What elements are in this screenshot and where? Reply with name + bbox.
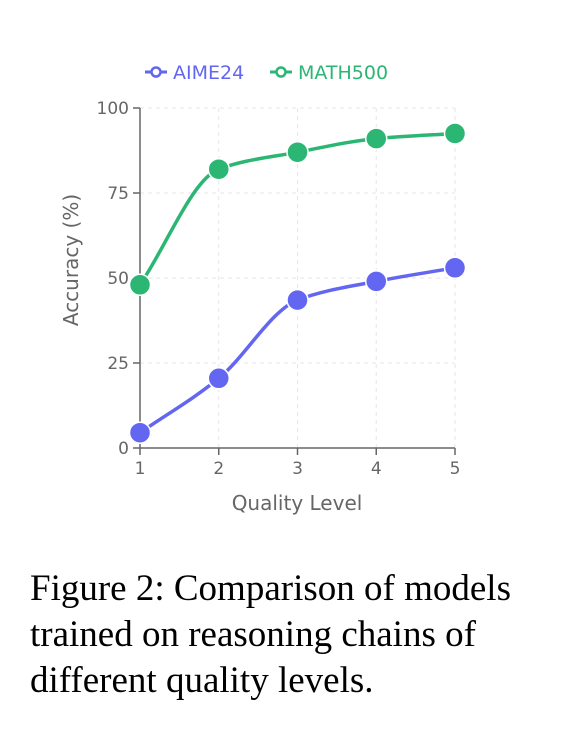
- legend-item-math500: MATH500: [270, 62, 388, 84]
- legend-marker-aime24: [150, 66, 162, 78]
- data-point-math500: [207, 157, 230, 181]
- y-tick-label: 0: [118, 439, 129, 459]
- data-point-aime24: [128, 421, 152, 444]
- x-tick-label: 2: [213, 459, 224, 479]
- y-tick-label: 75: [107, 184, 129, 204]
- legend: AIME24 MATH500: [145, 62, 388, 84]
- x-ticks: 1 2 3 4 5: [135, 448, 461, 479]
- data-point-math500: [286, 140, 309, 164]
- y-axis-label: Accuracy (%): [59, 194, 83, 326]
- y-tick-label: 25: [107, 354, 129, 374]
- y-ticks: 0 25 50 75 100: [97, 99, 140, 459]
- series-layer: [128, 122, 467, 444]
- x-tick-label: 5: [450, 459, 461, 479]
- series-line-math500: [138, 131, 456, 286]
- data-point-aime24: [365, 270, 388, 293]
- data-point-aime24: [286, 288, 309, 312]
- legend-label-math500: MATH500: [298, 62, 388, 84]
- legend-marker-math500: [275, 66, 287, 78]
- data-point-aime24: [443, 256, 467, 280]
- y-tick-label: 100: [97, 99, 129, 119]
- y-tick-label: 50: [107, 269, 129, 289]
- data-point-math500: [128, 273, 152, 297]
- data-point-aime24: [207, 367, 230, 390]
- x-axis-label: Quality Level: [232, 491, 363, 515]
- x-tick-label: 3: [292, 459, 303, 479]
- data-point-math500: [365, 127, 388, 150]
- legend-label-aime24: AIME24: [173, 62, 244, 84]
- figure-caption: Figure 2: Comparison of models trained o…: [30, 568, 511, 701]
- data-point-math500: [443, 122, 467, 145]
- legend-item-aime24: AIME24: [145, 62, 244, 84]
- line-chart: 0 25 50 75 100 1 2 3 4 5 AIME24 MATH500 Quality L…: [59, 62, 467, 515]
- x-tick-label: 1: [135, 459, 146, 479]
- x-tick-label: 4: [371, 459, 382, 479]
